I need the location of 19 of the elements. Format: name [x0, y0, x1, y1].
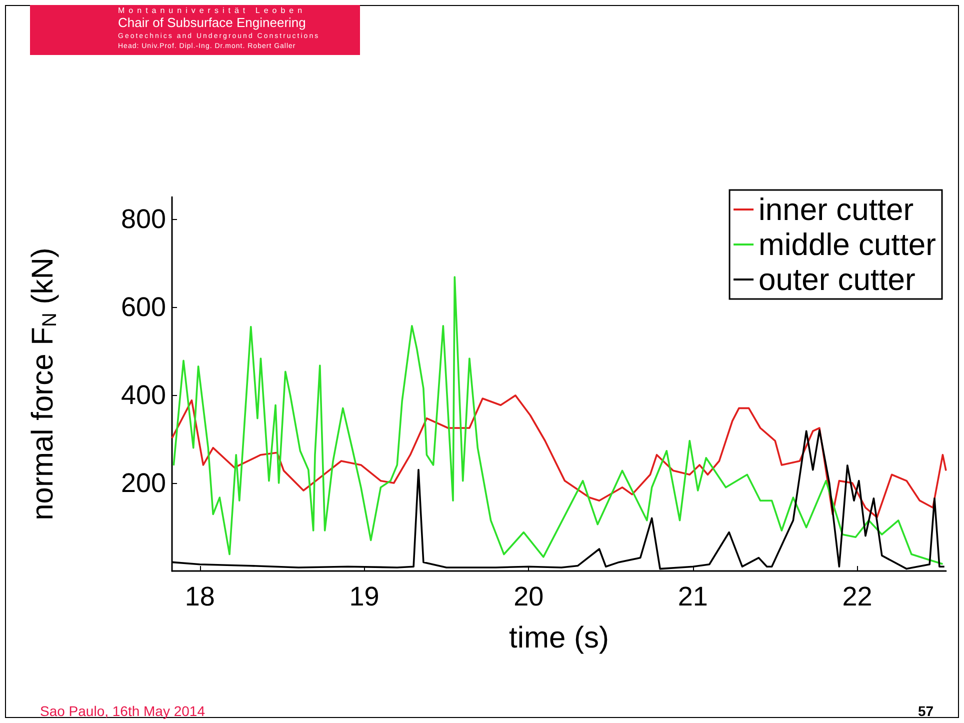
legend-label: outer cutter: [758, 262, 916, 297]
text: Sao Paulo, 16th May 2014: [40, 703, 206, 719]
x-tick-label: 21: [678, 582, 708, 612]
text: 57: [918, 703, 934, 719]
x-tick-label: 18: [184, 582, 215, 612]
x-tick-label: 22: [842, 582, 872, 612]
y-axis-title: normal force FN (kN): [26, 248, 61, 520]
x-tick-label: 20: [514, 582, 544, 612]
x-tick-label: 19: [349, 582, 380, 612]
text: Chair of Subsurface Engineering: [118, 15, 306, 30]
legend-label: inner cutter: [758, 192, 914, 227]
x-axis-title: time (s): [509, 622, 609, 654]
y-tick-label: 600: [120, 292, 166, 322]
text: Montanuniversität Leoben: [118, 6, 306, 15]
y-tick-label: 200: [120, 468, 166, 498]
line-series: [171, 394, 947, 518]
legend-label: middle cutter: [758, 227, 936, 262]
y-tick-label: 400: [120, 380, 166, 410]
y-tick-label: 800: [120, 204, 166, 234]
